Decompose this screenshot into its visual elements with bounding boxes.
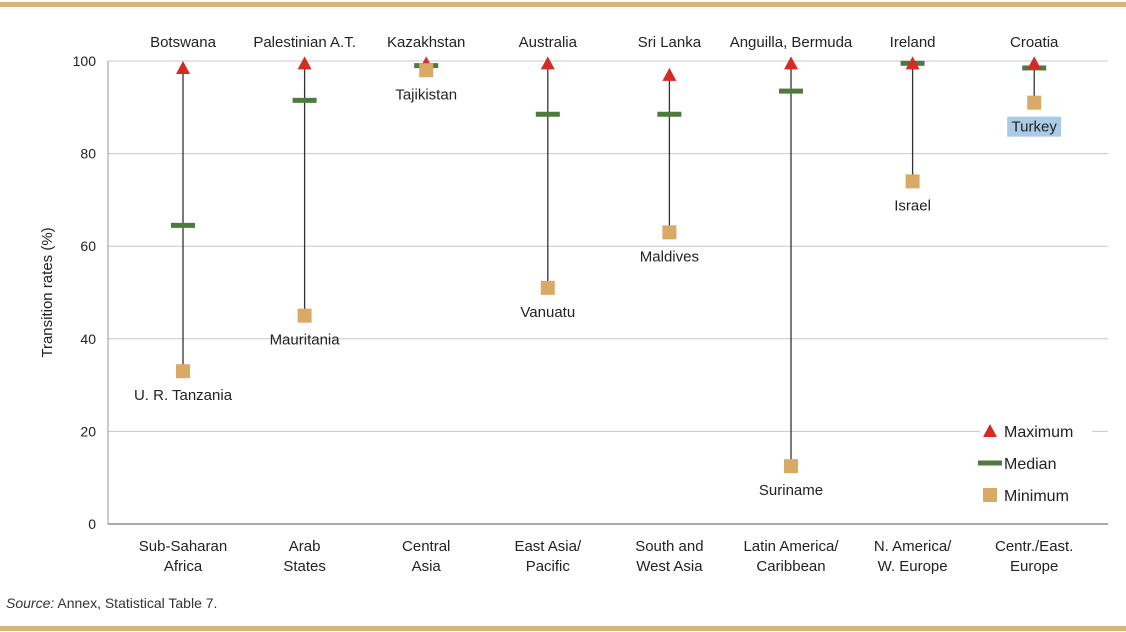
y-tick-label: 20	[80, 423, 96, 439]
grid	[107, 60, 1108, 525]
y-tick-label: 0	[88, 516, 96, 532]
series: Botswana U. R. Tanzania Palestinian A.T. Ma…	[134, 34, 1062, 499]
legend-item-max: Maximum	[980, 419, 1092, 443]
min-marker	[540, 280, 555, 295]
category-group: Australia Vanuatu	[519, 34, 578, 321]
source-text: Annex, Statistical Table 7.	[54, 595, 218, 611]
legend-item-min: Minimum	[980, 483, 1092, 507]
legend-label: Median	[1004, 456, 1056, 473]
min-country-label: Turkey	[1012, 119, 1058, 136]
min-country-label: Suriname	[759, 482, 823, 499]
median-marker	[657, 111, 682, 117]
category-group: Kazakhstan Tajikistan	[387, 34, 465, 103]
y-tick-label: 100	[73, 53, 97, 69]
legend: Maximum Median Minimum	[978, 419, 1092, 507]
x-tick-label: Centr./East.	[995, 538, 1073, 555]
x-tick-label: N. America/	[874, 538, 952, 555]
median-marker	[292, 97, 317, 103]
x-tick-label: Caribbean	[756, 558, 825, 575]
x-tick-label: States	[283, 558, 326, 575]
min-country-label: Maldives	[640, 248, 699, 265]
legend-square	[983, 488, 997, 502]
x-tick-label: Arab	[289, 538, 321, 555]
min-marker	[297, 308, 312, 323]
x-axis: Sub-Saharan Africa Arab States Central Asia Ea…	[139, 538, 1074, 575]
legend-bg	[980, 419, 1092, 443]
max-marker	[662, 67, 677, 81]
source-note: Source: Annex, Statistical Table 7.	[6, 595, 217, 611]
min-country-highlight	[1007, 116, 1062, 137]
min-marker	[784, 459, 798, 474]
range-chart: 0 20 40 60 80 100 Transition rates (%) Botswan…	[39, 34, 1108, 575]
category-group: Ireland Israel	[890, 34, 936, 214]
median-marker	[779, 88, 803, 94]
legend-label: Minimum	[1004, 488, 1069, 505]
median-marker	[535, 111, 560, 117]
x-tick-label: Sub-Saharan	[139, 538, 227, 555]
min-marker	[1027, 95, 1042, 110]
x-tick-label: Latin America/	[743, 538, 839, 555]
max-marker	[784, 56, 798, 70]
category-group: Croatia Turkey	[1007, 34, 1062, 137]
x-tick-label: Asia	[412, 558, 442, 575]
y-axis-label: Transition rates (%)	[39, 227, 56, 357]
min-marker	[176, 364, 190, 379]
y-tick-label: 80	[80, 146, 96, 162]
min-marker	[662, 225, 677, 240]
x-tick-label: West Asia	[636, 558, 703, 575]
max-country-label: Anguilla, Bermuda	[730, 34, 853, 51]
max-marker	[176, 60, 190, 74]
min-country-label: Tajikistan	[395, 86, 457, 103]
max-country-label: Kazakhstan	[387, 34, 465, 51]
max-country-label: Palestinian A.T.	[253, 34, 356, 51]
x-tick-label: Europe	[1010, 558, 1058, 575]
min-country-label: Vanuatu	[520, 304, 575, 321]
min-marker	[419, 63, 434, 78]
max-marker	[905, 56, 920, 70]
max-marker	[1027, 56, 1042, 70]
x-tick-label: South and	[635, 538, 703, 555]
top-rule	[0, 2, 1126, 7]
legend-triangle	[983, 424, 997, 437]
max-country-label: Ireland	[890, 34, 936, 51]
legend-label: Maximum	[1004, 424, 1073, 441]
source-prefix: Source:	[6, 595, 55, 611]
y-tick-label: 40	[80, 331, 96, 347]
bottom-rule	[0, 626, 1126, 631]
y-axis: 0 20 40 60 80 100 Transition rates (%)	[39, 53, 96, 532]
max-marker	[297, 56, 312, 70]
max-country-label: Botswana	[150, 34, 217, 51]
max-country-label: Croatia	[1010, 34, 1059, 51]
legend-bg	[980, 483, 1092, 507]
min-country-label: Israel	[894, 197, 931, 214]
x-tick-label: W. Europe	[878, 558, 948, 575]
min-country-label: Mauritania	[270, 332, 341, 349]
legend-dash	[978, 460, 1002, 466]
legend-item-median: Median	[978, 451, 1092, 475]
max-country-label: Australia	[519, 34, 578, 51]
median-marker	[171, 222, 195, 228]
category-group: Anguilla, Bermuda Suriname	[730, 34, 853, 499]
min-country-label: U. R. Tanzania	[134, 387, 233, 404]
max-marker	[540, 56, 555, 70]
category-group: Botswana U. R. Tanzania	[134, 34, 233, 404]
min-marker	[905, 174, 920, 189]
x-tick-label: East Asia/	[514, 538, 582, 555]
x-tick-label: Pacific	[526, 558, 571, 575]
x-tick-label: Central	[402, 538, 450, 555]
category-group: Sri Lanka Maldives	[638, 34, 702, 265]
y-tick-label: 60	[80, 238, 96, 254]
x-tick-label: Africa	[164, 558, 203, 575]
category-group: Palestinian A.T. Mauritania	[253, 34, 356, 349]
max-country-label: Sri Lanka	[638, 34, 702, 51]
